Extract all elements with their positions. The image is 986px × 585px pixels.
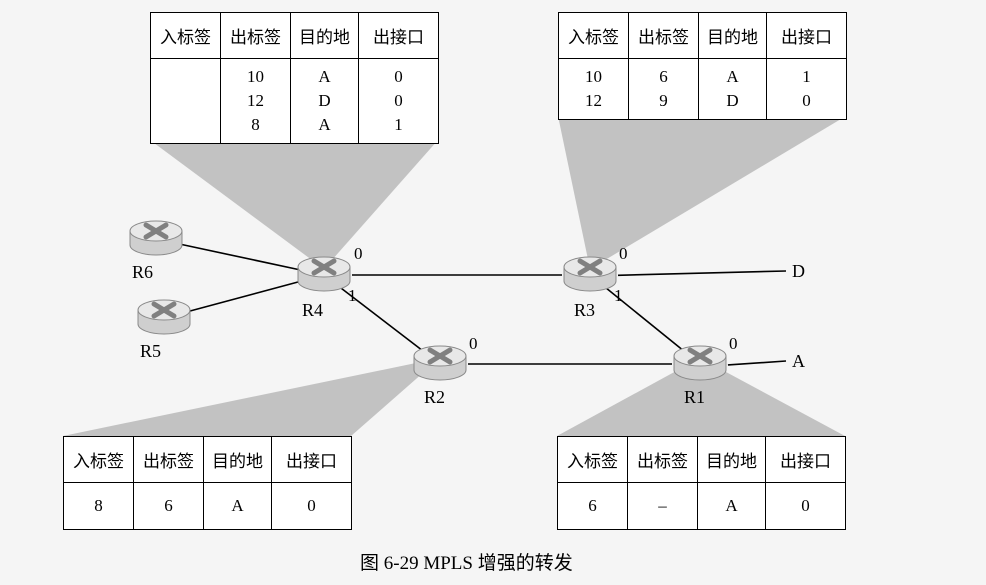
column-header: 入标签	[559, 13, 629, 59]
cell	[151, 59, 221, 144]
column-header: 出接口	[766, 437, 846, 483]
endpoint-label-D: D	[792, 261, 805, 282]
cell: 6	[134, 483, 204, 530]
cell: A	[204, 483, 272, 530]
column-header: 目的地	[698, 437, 766, 483]
cell: AD	[699, 59, 767, 120]
interface-label: 0	[469, 334, 478, 354]
column-header: 出接口	[272, 437, 352, 483]
column-header: 入标签	[64, 437, 134, 483]
cell: 0	[272, 483, 352, 530]
label-table-r3: 入标签出标签目的地出接口 101269AD10	[558, 12, 847, 120]
interface-label: 0	[619, 244, 628, 264]
column-header: 入标签	[558, 437, 628, 483]
column-header: 目的地	[204, 437, 272, 483]
router-r1-icon	[672, 342, 728, 382]
cell: 001	[359, 59, 439, 144]
label-table-r4: 入标签出标签目的地出接口 10128ADA001	[150, 12, 439, 144]
cell: 0	[766, 483, 846, 530]
cell: 10128	[221, 59, 291, 144]
cell: 6	[558, 483, 628, 530]
router-label-r3: R3	[574, 300, 595, 321]
diagram-page: { "caption": "图 6-29 MPLS 增强的转发", "heade…	[0, 0, 986, 585]
column-header: 出接口	[767, 13, 847, 59]
label-table-r1: 入标签出标签目的地出接口 6–A0	[557, 436, 846, 530]
callout-shade	[63, 358, 440, 436]
label-table-r2: 入标签出标签目的地出接口 86A0	[63, 436, 352, 530]
cell: 8	[64, 483, 134, 530]
cell: –	[628, 483, 698, 530]
callout-shade	[558, 116, 846, 269]
column-header: 出标签	[628, 437, 698, 483]
column-header: 出标签	[221, 13, 291, 59]
router-r5-icon	[136, 296, 192, 336]
router-label-r2: R2	[424, 387, 445, 408]
column-header: 出接口	[359, 13, 439, 59]
router-r4-icon	[296, 253, 352, 293]
router-label-r6: R6	[132, 262, 153, 283]
router-r6-icon	[128, 217, 184, 257]
router-label-r4: R4	[302, 300, 323, 321]
cell: 1012	[559, 59, 629, 120]
router-r3-icon	[562, 253, 618, 293]
router-r2-icon	[412, 342, 468, 382]
router-label-r1: R1	[684, 387, 705, 408]
interface-label: 1	[614, 286, 623, 306]
column-header: 出标签	[629, 13, 699, 59]
callout-shade	[150, 140, 438, 269]
interface-label: 0	[729, 334, 738, 354]
cell: 69	[629, 59, 699, 120]
endpoint-label-A: A	[792, 351, 805, 372]
column-header: 目的地	[291, 13, 359, 59]
column-header: 出标签	[134, 437, 204, 483]
cell: ADA	[291, 59, 359, 144]
cell: A	[698, 483, 766, 530]
cell: 10	[767, 59, 847, 120]
figure-caption: 图 6-29 MPLS 增强的转发	[360, 548, 573, 575]
column-header: 目的地	[699, 13, 767, 59]
interface-label: 0	[354, 244, 363, 264]
router-label-r5: R5	[140, 341, 161, 362]
column-header: 入标签	[151, 13, 221, 59]
interface-label: 1	[348, 286, 357, 306]
